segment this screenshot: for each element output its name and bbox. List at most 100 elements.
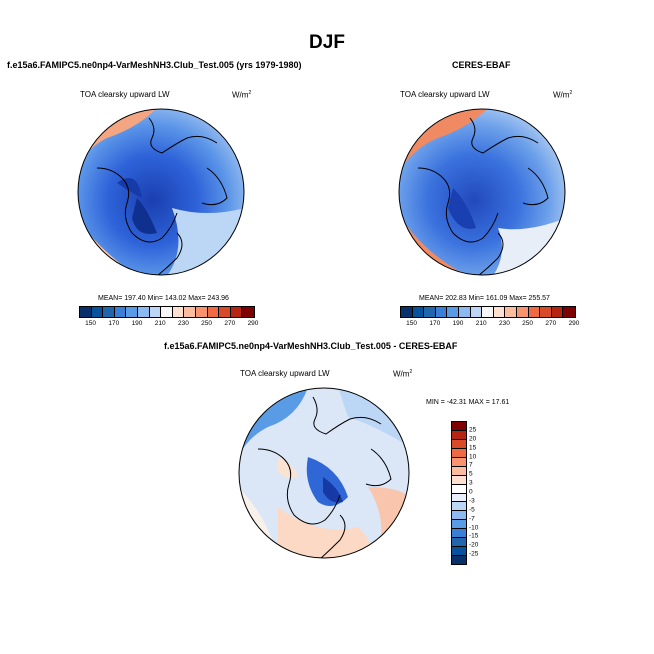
colorbar-swatch (114, 307, 127, 317)
colorbar-swatch (412, 307, 425, 317)
colorbar-swatch (452, 547, 466, 557)
colorbar-swatch (458, 307, 471, 317)
model-cold-core-2 (117, 178, 142, 198)
colorbar-swatch (91, 307, 104, 317)
colorbar-swatch (452, 493, 466, 503)
colorbar-swatch (230, 307, 243, 317)
colorbar-swatch (452, 439, 466, 449)
colorbar-tick-label: 270 (224, 320, 236, 327)
colorbar-tick-label: 290 (568, 320, 580, 327)
colorbar-swatch (80, 307, 92, 317)
model-polar-map (77, 108, 245, 276)
colorbar-tick-label: -15 (469, 532, 479, 540)
model-variable-label: TOA clearsky upward LW (80, 90, 170, 99)
colorbar-swatch (103, 307, 115, 317)
colorbar-swatch (219, 307, 231, 317)
colorbar-tick-label: 170 (108, 320, 120, 327)
diff-coastline-4 (365, 448, 392, 487)
colorbar-tick-label: -25 (469, 550, 479, 558)
colorbar-swatch (207, 307, 220, 317)
diff-cold-core-2 (323, 477, 343, 503)
colorbar-swatch (452, 475, 466, 485)
colorbar-tick-label: 190 (131, 320, 143, 327)
obs-coastline-3 (477, 232, 504, 275)
model-panel-title: f.e15a6.FAMIPC5.ne0np4-VarMeshNH3.Club_T… (7, 60, 302, 70)
colorbar-swatch (563, 307, 575, 317)
model-coastline-4 (201, 167, 228, 206)
colorbar-tick-label: 230 (498, 320, 510, 327)
colorbar-tick-label: 210 (154, 320, 166, 327)
obs-colorbar-labels: 150 170 190 210 230 250 270 290 (400, 320, 579, 330)
obs-coastline-4 (522, 167, 549, 206)
diff-coastline-2 (257, 448, 341, 525)
colorbar-swatch (470, 307, 483, 317)
colorbar-tick-label: 3 (469, 479, 473, 487)
colorbar-tick-label: -5 (469, 506, 475, 514)
obs-coastline-1 (469, 117, 539, 154)
diff-colorbar (451, 421, 467, 565)
model-colorbar-labels: 150 170 190 210 230 250 270 290 (79, 320, 258, 330)
colorbar-swatch (161, 307, 173, 317)
model-coastline-2 (96, 167, 178, 243)
colorbar-tick-label: 250 (201, 320, 213, 327)
colorbar-swatch (452, 529, 466, 539)
colorbar-swatch (149, 307, 162, 317)
colorbar-swatch (493, 307, 506, 317)
colorbar-tick-label: 0 (469, 488, 473, 496)
obs-stats: MEAN= 202.83 Min= 161.09 Max= 255.57 (419, 295, 550, 302)
obs-panel-title: CERES-EBAF (452, 60, 511, 70)
colorbar-tick-label: 5 (469, 470, 473, 478)
colorbar-tick-label: -7 (469, 515, 475, 523)
colorbar-tick-label: 10 (469, 453, 477, 460)
obs-units: W/m2 (553, 90, 573, 100)
colorbar-swatch (126, 307, 138, 317)
colorbar-swatch (184, 307, 196, 317)
diff-panel-title: f.e15a6.FAMIPC5.ne0np4-VarMeshNH3.Club_T… (164, 341, 458, 351)
page-title: DJF (309, 32, 345, 53)
colorbar-swatch (447, 307, 459, 317)
diff-coastline-1 (312, 396, 382, 435)
model-stats: MEAN= 197.40 Min= 143.02 Max= 243.96 (98, 295, 229, 302)
colorbar-swatch (528, 307, 541, 317)
colorbar-swatch (452, 511, 466, 521)
colorbar-swatch (452, 466, 466, 476)
colorbar-swatch (424, 307, 436, 317)
colorbar-swatch (452, 556, 466, 564)
colorbar-tick-label: 210 (475, 320, 487, 327)
diff-stats: MIN = -42.31 MAX = 17.61 (426, 399, 510, 406)
diff-colorbar-labels: 25 20 15 10 7 5 3 0 -3 -5 -7 -10 -15 -20 -25 (469, 421, 499, 563)
colorbar-swatch (242, 307, 254, 317)
colorbar-swatch (452, 520, 466, 530)
colorbar-swatch (401, 307, 413, 317)
colorbar-tick-label: 150 (85, 320, 97, 327)
colorbar-tick-label: 150 (406, 320, 418, 327)
diff-polar-map (238, 387, 410, 559)
obs-cold-core (448, 188, 476, 229)
colorbar-swatch (452, 502, 466, 512)
colorbar-tick-label: -10 (469, 524, 479, 531)
colorbar-swatch (452, 457, 466, 467)
colorbar-swatch (452, 430, 466, 440)
colorbar-swatch (551, 307, 564, 317)
colorbar-tick-label: 7 (469, 461, 473, 469)
diff-coastline-3 (319, 514, 346, 558)
diff-warm-region-s (278, 507, 372, 558)
colorbar-tick-label: 15 (469, 444, 477, 452)
model-coastline-3 (156, 232, 183, 275)
colorbar-tick-label: 20 (469, 435, 477, 443)
colorbar-swatch (505, 307, 517, 317)
obs-coastline-2 (417, 167, 499, 243)
model-colorbar (79, 306, 255, 318)
colorbar-tick-label: 25 (469, 426, 477, 434)
colorbar-swatch (452, 484, 466, 494)
colorbar-swatch (482, 307, 494, 317)
colorbar-swatch (516, 307, 529, 317)
diff-units: W/m2 (393, 369, 413, 379)
model-coastline-1 (148, 117, 218, 154)
colorbar-swatch (540, 307, 552, 317)
diff-warm-patch (278, 457, 298, 479)
model-units: W/m2 (232, 90, 252, 100)
diff-variable-label: TOA clearsky upward LW (240, 369, 330, 378)
colorbar-tick-label: -3 (469, 497, 475, 505)
colorbar-swatch (452, 422, 466, 431)
